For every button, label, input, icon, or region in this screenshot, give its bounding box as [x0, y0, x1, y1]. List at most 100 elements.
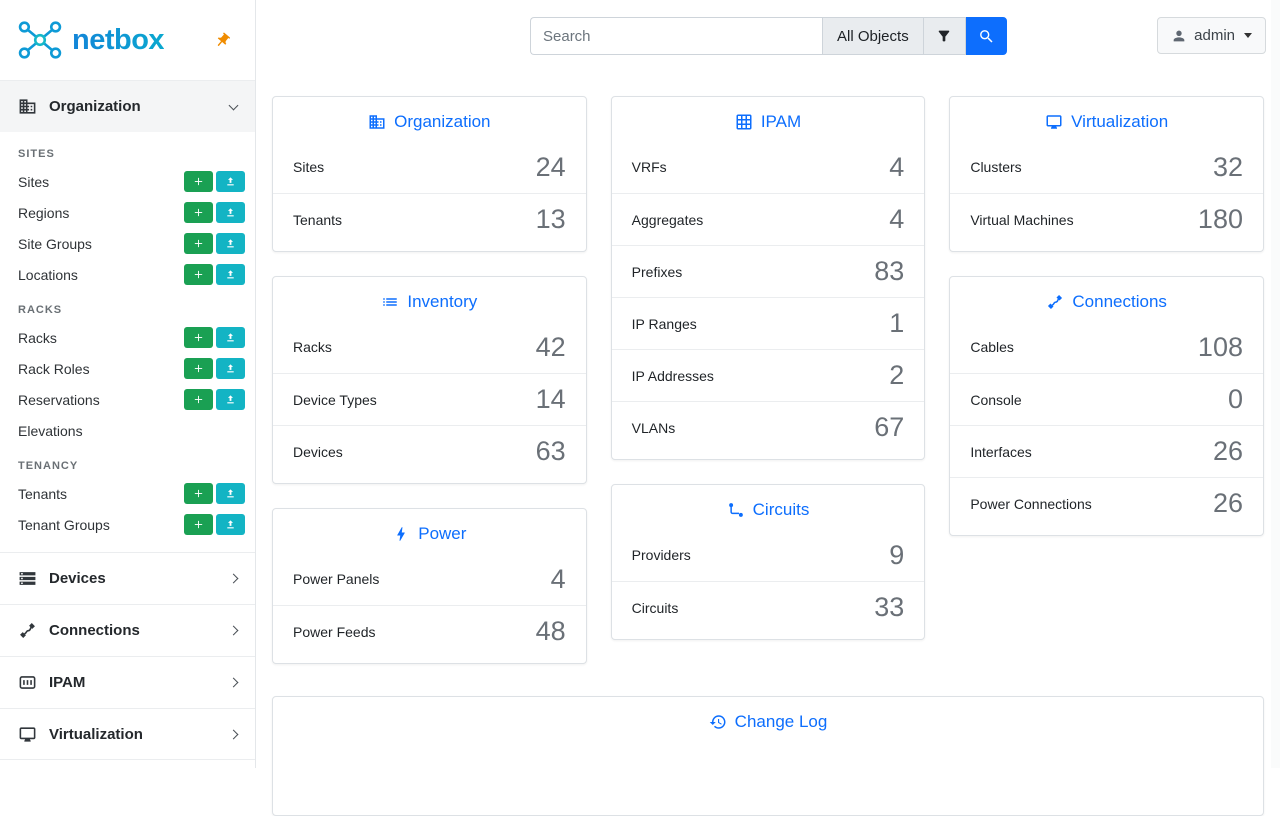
sidebar-item-rack-roles[interactable]: Rack Roles — [0, 353, 255, 384]
stat-label[interactable]: Virtual Machines — [970, 211, 1074, 228]
add-button[interactable] — [184, 483, 213, 504]
sidebar-item-site-groups[interactable]: Site Groups — [0, 228, 255, 259]
stat-label[interactable]: Providers — [631, 547, 691, 563]
search-button[interactable] — [965, 17, 1007, 55]
sidebar-item-devices[interactable]: Devices — [0, 552, 255, 604]
netbox-logo[interactable]: netbox — [14, 18, 165, 62]
changelog-card-title[interactable]: Change Log — [273, 697, 1263, 741]
import-button[interactable] — [216, 264, 245, 285]
import-button[interactable] — [216, 389, 245, 410]
stat-label[interactable]: Power Connections — [970, 495, 1092, 512]
sidebar-item-label[interactable]: Racks — [18, 329, 57, 346]
stat-label[interactable]: IP Ranges — [631, 315, 697, 332]
dashboard: Organization Sites 24 Tenants 13 Inv — [256, 72, 1280, 816]
add-button[interactable] — [184, 514, 213, 535]
import-button[interactable] — [216, 514, 245, 535]
stat-label[interactable]: Devices — [293, 443, 343, 460]
sidebar-item-reservations[interactable]: Reservations — [0, 384, 255, 415]
filter-button[interactable] — [922, 17, 966, 55]
ipam-card-title[interactable]: IPAM — [612, 97, 925, 141]
stat-label[interactable]: Console — [970, 391, 1022, 408]
sidebar-item-label[interactable]: Locations — [18, 266, 78, 283]
stat-value: 33 — [874, 592, 905, 622]
sidebar-item-label[interactable]: Regions — [18, 204, 70, 221]
chevron-right-icon — [228, 573, 239, 584]
import-button[interactable] — [216, 327, 245, 348]
add-button[interactable] — [184, 202, 213, 223]
object-type-select[interactable]: All Objects — [822, 17, 923, 55]
sidebar-item-virtualization[interactable]: Virtualization — [0, 708, 255, 760]
sidebar-item-regions[interactable]: Regions — [0, 197, 255, 228]
import-button[interactable] — [216, 358, 245, 379]
stat-label[interactable]: Power Panels — [293, 571, 380, 587]
sidebar-item-elevations[interactable]: Elevations — [0, 415, 255, 446]
import-button[interactable] — [216, 171, 245, 192]
pin-icon[interactable] — [211, 28, 235, 52]
chevron-down-icon — [228, 100, 239, 110]
stat-value: 14 — [535, 384, 566, 414]
sidebar-item-label[interactable]: Rack Roles — [18, 360, 90, 377]
upload-icon — [225, 394, 236, 405]
import-button[interactable] — [216, 233, 245, 254]
stat-label[interactable]: Circuits — [631, 599, 679, 616]
stat-value: 13 — [535, 204, 566, 234]
sidebar-item-label[interactable]: Site Groups — [18, 235, 92, 252]
stat-label[interactable]: Racks — [293, 339, 332, 355]
search-input[interactable] — [530, 17, 822, 55]
add-button[interactable] — [184, 233, 213, 254]
stat-label[interactable]: Sites — [293, 159, 325, 175]
sidebar-item-label[interactable]: Elevations — [18, 422, 83, 439]
plus-icon — [193, 269, 204, 280]
sidebar-item-racks[interactable]: Racks — [0, 322, 255, 353]
import-button[interactable] — [216, 483, 245, 504]
circuits-card: Circuits Providers 9 Circuits 33 — [610, 484, 926, 640]
stat-label[interactable]: IP Addresses — [631, 367, 714, 384]
group-heading-tenancy: TENANCY — [18, 460, 79, 472]
stat-value: 42 — [535, 331, 566, 362]
stat-label[interactable]: Interfaces — [970, 443, 1032, 460]
upload-icon — [225, 363, 236, 374]
stat-label[interactable]: Device Types — [293, 391, 377, 408]
sidebar-item-organization[interactable]: Organization — [0, 80, 255, 132]
sidebar-item-label[interactable]: Sites — [18, 173, 50, 190]
sidebar-item-sites[interactable]: Sites — [0, 166, 255, 197]
stat-label[interactable]: Cables — [970, 339, 1014, 355]
ipam-icon — [735, 113, 753, 131]
add-button[interactable] — [184, 389, 213, 410]
power-card-title[interactable]: Power — [273, 509, 586, 553]
ipam-icon — [18, 673, 37, 692]
sidebar-item-locations[interactable]: Locations — [0, 259, 255, 290]
sidebar-item-label[interactable]: Tenant Groups — [18, 516, 110, 533]
sidebar-item-label[interactable]: Reservations — [18, 391, 100, 408]
sidebar-item-connections[interactable]: Connections — [0, 604, 255, 656]
stat-label[interactable]: VLANs — [631, 419, 676, 436]
stat-label[interactable]: Tenants — [293, 211, 343, 228]
stat-label[interactable]: Clusters — [970, 159, 1022, 175]
stat-label[interactable]: VRFs — [631, 159, 667, 175]
stat-label[interactable]: Prefixes — [631, 263, 683, 280]
sidebar-item-tenant-groups[interactable]: Tenant Groups — [0, 509, 255, 540]
import-button[interactable] — [216, 202, 245, 223]
stat-label[interactable]: Aggregates — [631, 211, 704, 228]
organization-card-title[interactable]: Organization — [273, 97, 586, 141]
connections-card-title[interactable]: Connections — [950, 277, 1263, 321]
add-button[interactable] — [184, 264, 213, 285]
sidebar-item-label[interactable]: Tenants — [18, 485, 68, 502]
user-menu-button[interactable]: admin — [1157, 17, 1266, 54]
sidebar-item-ipam[interactable]: IPAM — [0, 656, 255, 708]
connections-icon — [1046, 293, 1064, 311]
scrollbar-track — [1271, 0, 1280, 768]
virtualization-card-title[interactable]: Virtualization — [950, 97, 1263, 141]
sidebar-item-label: Virtualization — [49, 725, 143, 743]
add-button[interactable] — [184, 358, 213, 379]
circuits-card-title[interactable]: Circuits — [612, 485, 925, 529]
sidebar-item-tenants[interactable]: Tenants — [0, 478, 255, 509]
add-button[interactable] — [184, 327, 213, 348]
stat-label[interactable]: Power Feeds — [293, 623, 376, 640]
stat-value: 26 — [1212, 436, 1243, 466]
add-button[interactable] — [184, 171, 213, 192]
topbar: All Objects admin — [256, 0, 1280, 72]
virtualization-card: Virtualization Clusters 32 Virtual Machi… — [949, 96, 1264, 252]
inventory-card-title[interactable]: Inventory — [273, 277, 586, 321]
plus-icon — [193, 488, 204, 499]
